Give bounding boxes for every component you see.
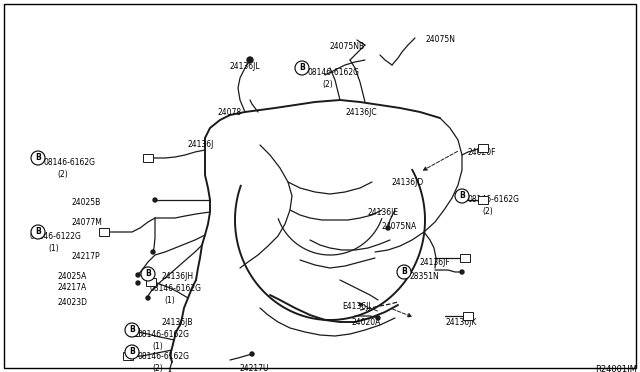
Text: 08146-6162G: 08146-6162G: [308, 68, 360, 77]
Text: (1): (1): [164, 296, 175, 305]
Text: 24136JC: 24136JC: [345, 108, 376, 117]
Bar: [123, 352, 133, 360]
Bar: [99, 228, 109, 236]
Text: 24217U: 24217U: [240, 364, 269, 372]
Text: 28351N: 28351N: [410, 272, 440, 281]
Text: B: B: [401, 267, 407, 276]
Bar: [146, 278, 156, 286]
Text: B: B: [35, 154, 41, 163]
Text: 24020A: 24020A: [352, 318, 381, 327]
Circle shape: [146, 296, 150, 300]
Circle shape: [153, 198, 157, 202]
Bar: [463, 312, 473, 320]
Circle shape: [247, 57, 253, 63]
Text: 24217P: 24217P: [72, 252, 100, 261]
Text: (2): (2): [57, 170, 68, 179]
Circle shape: [125, 345, 139, 359]
Text: 24136JE: 24136JE: [368, 208, 399, 217]
Text: 08146-6122G: 08146-6122G: [30, 232, 82, 241]
Circle shape: [376, 316, 380, 320]
Circle shape: [136, 281, 140, 285]
Text: B: B: [459, 192, 465, 201]
Circle shape: [250, 352, 254, 356]
Text: 24075NB: 24075NB: [330, 42, 365, 51]
Text: B: B: [129, 326, 135, 334]
Text: 24078: 24078: [218, 108, 242, 117]
Text: 08146-6162G: 08146-6162G: [150, 284, 202, 293]
Text: 24025B: 24025B: [72, 198, 101, 207]
Text: (2): (2): [322, 80, 333, 89]
Text: 24077M: 24077M: [72, 218, 103, 227]
Text: 08146-6162G: 08146-6162G: [44, 158, 96, 167]
Circle shape: [31, 151, 45, 165]
Circle shape: [31, 225, 45, 239]
Text: 24025A: 24025A: [58, 272, 88, 281]
Text: B: B: [129, 347, 135, 356]
Text: 08146-6162G: 08146-6162G: [138, 352, 190, 361]
Bar: [478, 196, 488, 204]
Text: B: B: [145, 269, 151, 279]
Circle shape: [151, 250, 155, 254]
Text: E4136JJ: E4136JJ: [342, 302, 371, 311]
Text: 24023D: 24023D: [58, 298, 88, 307]
Text: 24136JK: 24136JK: [445, 318, 476, 327]
Text: B: B: [35, 228, 41, 237]
Circle shape: [141, 267, 155, 281]
Text: 24136J: 24136J: [188, 140, 214, 149]
Bar: [129, 328, 139, 336]
Text: 24136JD: 24136JD: [392, 178, 424, 187]
Text: (1): (1): [152, 342, 163, 351]
Text: 24136JF: 24136JF: [420, 258, 451, 267]
Text: 24020F: 24020F: [468, 148, 497, 157]
Text: 24075N: 24075N: [425, 35, 455, 44]
Text: B: B: [299, 64, 305, 73]
Text: 24217A: 24217A: [58, 283, 87, 292]
Text: 24136JB: 24136JB: [162, 318, 193, 327]
Circle shape: [455, 189, 469, 203]
Circle shape: [125, 323, 139, 337]
Circle shape: [136, 273, 140, 277]
Bar: [460, 254, 470, 262]
Text: 08146-6162G: 08146-6162G: [138, 330, 190, 339]
Text: 24136JH: 24136JH: [162, 272, 194, 281]
Circle shape: [295, 61, 309, 75]
Text: (2): (2): [482, 207, 493, 216]
Circle shape: [386, 226, 390, 230]
Text: 08146-6162G: 08146-6162G: [468, 195, 520, 204]
Circle shape: [460, 270, 464, 274]
Text: 24075NA: 24075NA: [382, 222, 417, 231]
Text: 24136JL: 24136JL: [230, 62, 260, 71]
Bar: [143, 154, 153, 162]
Bar: [478, 144, 488, 152]
Circle shape: [397, 265, 411, 279]
Text: (2): (2): [152, 364, 163, 372]
Text: (1): (1): [48, 244, 59, 253]
Text: R24001JM: R24001JM: [595, 365, 637, 372]
